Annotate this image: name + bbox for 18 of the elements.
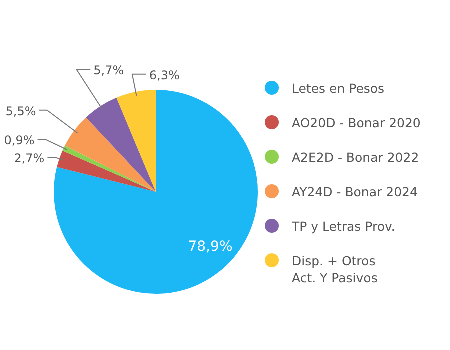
- data-label: 6,3%: [149, 68, 180, 82]
- data-label: 5,7%: [94, 63, 124, 78]
- legend-label: Disp. + Otros Act. Y Pasivos: [292, 254, 378, 286]
- pie-slice: [62, 146, 156, 192]
- pie-slice: [86, 98, 156, 192]
- data-label: 2,7%: [14, 152, 45, 166]
- legend-label: AY24D - Bonar 2024: [292, 184, 418, 200]
- pie-slice: [116, 90, 156, 192]
- data-label: 5,5%: [6, 104, 36, 118]
- legend-label: A2E2D - Bonar 2022: [292, 150, 420, 165]
- legend-label: TP y Letras Prov.: [291, 219, 396, 234]
- pie-slice: [57, 150, 156, 192]
- legend-label: AO20D - Bonar 2020: [292, 116, 421, 130]
- data-label: 0,9%: [4, 134, 35, 148]
- pie-slice: [54, 90, 258, 294]
- pie-slice: [65, 118, 156, 192]
- data-label: 78,9%: [188, 239, 233, 256]
- legend-label: Letes en Pesos: [292, 81, 385, 96]
